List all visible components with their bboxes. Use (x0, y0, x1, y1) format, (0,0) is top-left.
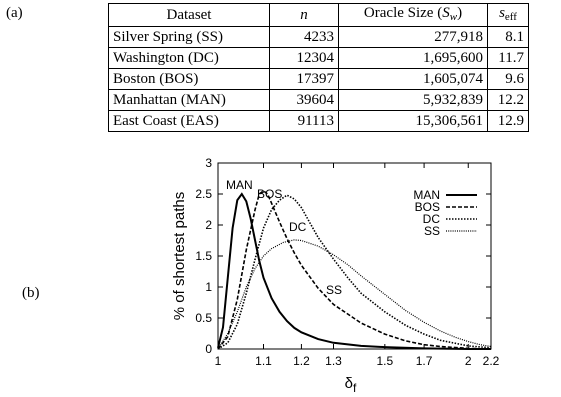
x-tick-label: 2 (465, 354, 472, 368)
legend-label-man: MAN (413, 188, 440, 202)
legend-label-bos: BOS (415, 200, 440, 214)
header-oracle-sub: w (449, 11, 458, 23)
dataset-table: Dataset n Oracle Size (Sw) seff Silver S… (108, 3, 529, 132)
table-header-row: Dataset n Oracle Size (Sw) seff (108, 3, 529, 27)
cell-oracle: 277,918 (338, 26, 488, 48)
cell-n: 12304 (269, 47, 339, 69)
panel-label-b: (b) (22, 285, 40, 301)
cell-dataset: East Coast (EAS) (108, 110, 270, 132)
series-annotation-dc: DC (289, 220, 307, 234)
chart-ticks: 0 0.5 1 1.5 2 2.5 3 1 1.1 1.2 1.3 1.5 1.7 2 2.2 (195, 156, 499, 368)
y-axis-label: % of shortest paths (171, 192, 188, 320)
y-tick-label: 2 (205, 218, 212, 232)
legend-label-dc: DC (423, 212, 441, 226)
table-row: Silver Spring (SS) 4233 277,918 8.1 (108, 26, 529, 48)
cell-n: 91113 (269, 110, 339, 132)
header-oracle-suffix: ) (457, 5, 463, 21)
cell-seff: 8.1 (487, 26, 529, 48)
y-tick-label: 1 (205, 280, 212, 294)
header-s-sub: eff (504, 11, 517, 23)
y-tick-label: 0.5 (195, 311, 212, 325)
x-axis-label: δf (345, 375, 357, 395)
plot-frame (217, 162, 492, 350)
series-annotation-bos: BOS (257, 187, 282, 201)
series-line-dc (217, 194, 492, 350)
series-line-man (217, 192, 491, 350)
header-oracle-prefix: Oracle Size ( (363, 5, 443, 21)
panel-label-a: (a) (6, 5, 23, 21)
x-axis-label-sub: f (353, 381, 357, 395)
x-axis-label-main: δ (345, 375, 353, 392)
cell-dataset: Silver Spring (SS) (108, 26, 270, 48)
series-annotation-man: MAN (226, 178, 253, 192)
x-tick-label: 1.2 (293, 354, 310, 368)
cell-seff: 11.7 (487, 47, 529, 69)
y-tick-label: 0 (205, 342, 212, 356)
x-tick-label: 1 (215, 354, 222, 368)
y-tick-label: 1.5 (195, 249, 212, 263)
x-tick-label: 1.7 (416, 354, 433, 368)
series-annotation-ss: SS (326, 283, 342, 297)
x-tick-label: 1.3 (325, 354, 342, 368)
legend-label-ss: SS (424, 224, 440, 238)
y-tick-label: 3 (205, 156, 212, 170)
cell-seff: 9.6 (487, 68, 529, 90)
x-tick-label: 1.1 (255, 354, 272, 368)
series-line-bos (217, 189, 492, 350)
x-tick-label: 2.2 (483, 354, 500, 368)
cell-seff: 12.9 (487, 110, 529, 132)
header-oracle-var: S (442, 5, 450, 21)
cell-oracle: 15,306,561 (338, 110, 488, 132)
x-tick-label: 1.5 (376, 354, 393, 368)
series-line-ss (217, 239, 492, 350)
y-tick-label: 2.5 (195, 187, 212, 201)
header-s-main: s (499, 5, 505, 21)
table-row: East Coast (EAS) 91113 15,306,561 12.9 (108, 110, 529, 132)
